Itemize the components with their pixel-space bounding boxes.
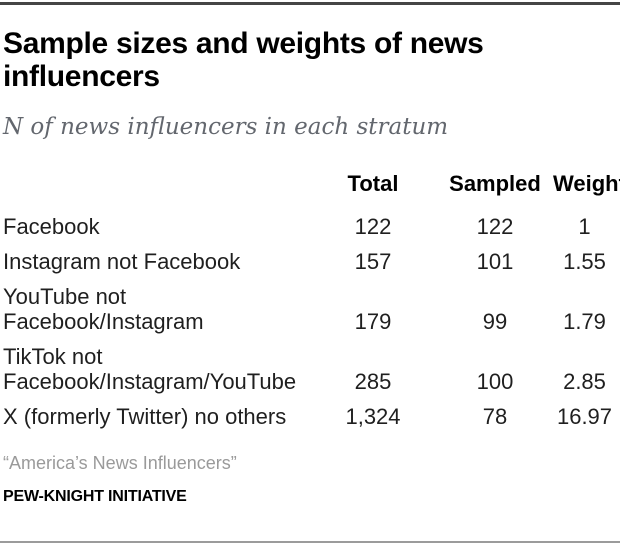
weight-value: 1	[578, 214, 591, 239]
bottom-rule	[0, 541, 620, 543]
sampled-value: 78	[482, 404, 508, 429]
weight-value: 16.97	[556, 404, 613, 429]
total-value: 122	[354, 214, 392, 239]
brand-signature: PEW-KNIGHT INITIATIVE	[3, 488, 187, 505]
table-row: X (formerly Twitter) no others 1,324 78 …	[3, 394, 616, 429]
total-value: 285	[354, 369, 392, 394]
total-value: 179	[354, 309, 392, 334]
subtitle: N of news influencers in each stratum	[3, 114, 449, 140]
row-label: YouTube not Facebook/Instagram	[3, 284, 204, 334]
source-note: “America’s News Influencers”	[3, 453, 237, 473]
table-header-row: Total Sampled Weight	[3, 157, 620, 204]
column-header-sampled: Sampled	[449, 171, 541, 196]
sampled-value: 99	[482, 309, 508, 334]
column-header-stratum	[3, 157, 309, 204]
table-row: Instagram not Facebook 157 101 1.55	[3, 239, 616, 274]
row-label: X (formerly Twitter) no others	[3, 404, 287, 429]
row-label: TikTok not Facebook/Instagram/YouTube	[3, 344, 297, 394]
content-area: Sample sizes and weights of news influen…	[3, 27, 620, 505]
weight-value: 1.55	[563, 249, 606, 274]
column-header-weight: Weight	[553, 171, 620, 196]
table-row: Facebook 122 122 1	[3, 204, 616, 239]
row-label: Facebook	[3, 214, 100, 239]
total-value: 1,324	[345, 404, 401, 429]
sampled-value: 101	[476, 249, 514, 274]
column-header-total: Total	[347, 171, 399, 196]
strata-table: Total Sampled Weight Facebook 122 122 1 …	[3, 157, 620, 429]
top-rule	[0, 2, 620, 5]
sampled-value: 122	[476, 214, 514, 239]
table-row: YouTube not Facebook/Instagram 179 99 1.…	[3, 274, 616, 334]
total-value: 157	[354, 249, 392, 274]
row-label: Instagram not Facebook	[3, 249, 241, 274]
weight-value: 2.85	[563, 369, 606, 394]
page-title: Sample sizes and weights of news influen…	[3, 27, 484, 93]
sampled-value: 100	[476, 369, 514, 394]
table-row: TikTok not Facebook/Instagram/YouTube 28…	[3, 334, 616, 394]
weight-value: 1.79	[563, 309, 606, 334]
